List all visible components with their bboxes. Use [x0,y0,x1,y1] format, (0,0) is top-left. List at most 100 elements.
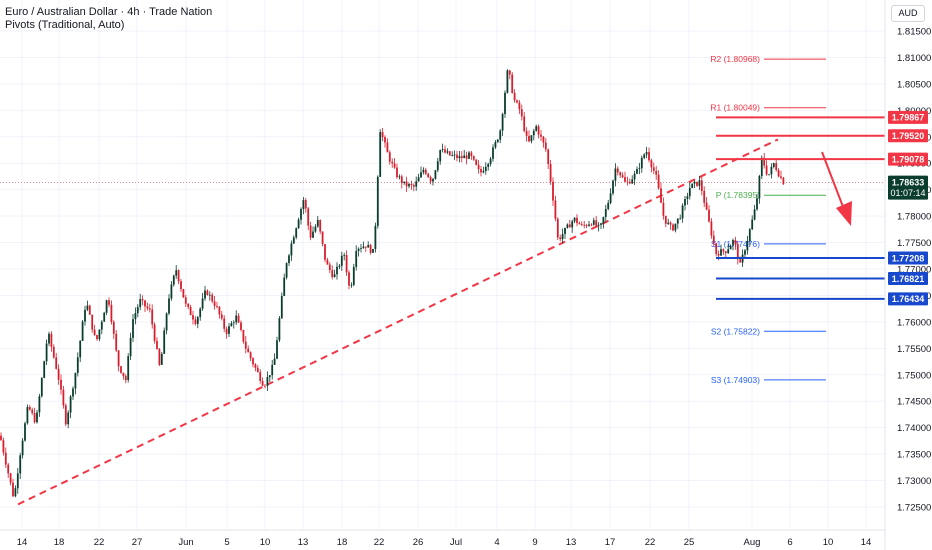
y-tick-label: 1.77000 [897,265,931,276]
candle-body [576,217,578,224]
candle-body [312,231,314,238]
x-tick-label: 9 [532,537,537,548]
level-lines-layer [716,116,885,300]
resistance-price-tag: 1.79520 [892,131,925,141]
candle-body [278,318,281,341]
candle-body [525,130,528,136]
candle-body [79,340,82,358]
y-tick-label: 1.74500 [897,397,931,408]
down-arrow-head [836,201,852,226]
chart-title: Euro / Australian Dollar · 4h · Trade Na… [5,6,213,18]
candle-body [9,473,12,483]
candle-body [367,245,370,248]
candle-body [746,240,749,251]
candle-body [662,202,665,216]
candle-body [4,452,7,465]
x-tick-label: 26 [413,537,424,548]
candle-body [264,385,266,387]
candle-body [19,455,22,474]
candle-body [148,308,151,310]
candle-body [470,152,473,157]
candle-body [280,296,283,319]
candle-body [537,126,540,135]
candle-body [16,473,19,489]
candle-body [295,228,298,238]
candle-body [600,223,602,225]
y-tick-label: 1.77500 [897,238,931,249]
candle-body [237,315,240,323]
candle-body [463,155,466,159]
candle-body [134,313,137,320]
candle-body [506,70,509,93]
candle-body [156,340,158,349]
x-axis: 14 18 22 27 Jun 5 10 13 18 22 26 Jul 4 9 13 17 22 25 Aug 6 1… [17,537,872,548]
candle-body [748,229,751,241]
candle-body [636,169,638,174]
chart-grid [0,0,885,530]
candle-body [379,132,382,177]
candle-body [727,249,730,254]
x-tick-label: 13 [566,537,577,548]
candle-body [465,155,468,159]
candle-body [105,300,108,313]
candle-body [393,163,396,168]
candle-body [62,389,65,406]
current-price-value: 1.78633 [892,178,925,188]
candle-body [676,218,679,224]
candle-body [580,224,583,225]
candle-body [547,149,550,165]
candle-body [568,224,571,228]
candle-body [424,169,427,174]
candle-body [655,170,658,175]
candle-body [492,147,494,159]
candle-body [276,340,278,359]
candle-body [48,333,50,344]
candle-body [482,170,485,173]
candle-body [626,181,629,183]
candle-body [645,152,648,155]
candle-body [400,176,403,184]
candle-body [451,155,454,156]
candle-body [602,216,605,224]
pivot-label-s3: S3 (1.74903) [711,375,760,385]
x-tick-label: Jun [178,537,193,548]
candle-body [319,220,322,232]
candle-body [321,231,324,245]
candle-body [460,156,463,159]
candle-body [477,164,480,170]
resistance-price-tag-bg [888,129,928,143]
candle-body [357,248,360,251]
candle-body [100,321,103,330]
candle-body [283,277,286,297]
candle-body [619,172,622,176]
x-tick-label: Jul [450,537,462,548]
currency-button[interactable]: AUD [891,5,925,22]
x-tick-label: 10 [260,537,271,548]
y-tick-label: 1.76000 [897,317,931,328]
candle-body [33,413,36,423]
candle-body [604,209,607,217]
y-tick-label: 1.81000 [897,53,931,64]
candle-body [436,161,439,171]
candle-body [588,224,590,226]
candle-body [297,219,300,229]
candle-body [88,305,91,315]
candle-body [578,223,581,225]
candle-body [758,175,761,199]
candle-body [153,324,156,341]
candle-body [69,396,72,413]
candle-body [621,175,624,178]
candle-body [667,222,670,224]
candle-body [751,219,754,230]
candle-body [206,290,209,296]
candle-body [660,188,662,203]
candle-body [304,200,307,209]
candle-body [734,240,737,245]
pivot-label-s2: S2 (1.75822) [711,326,760,336]
candle-body [343,255,346,256]
candle-body [12,482,14,497]
candle-body [453,154,456,156]
y-tick-label: 1.73500 [897,450,931,461]
candle-body [703,191,706,203]
